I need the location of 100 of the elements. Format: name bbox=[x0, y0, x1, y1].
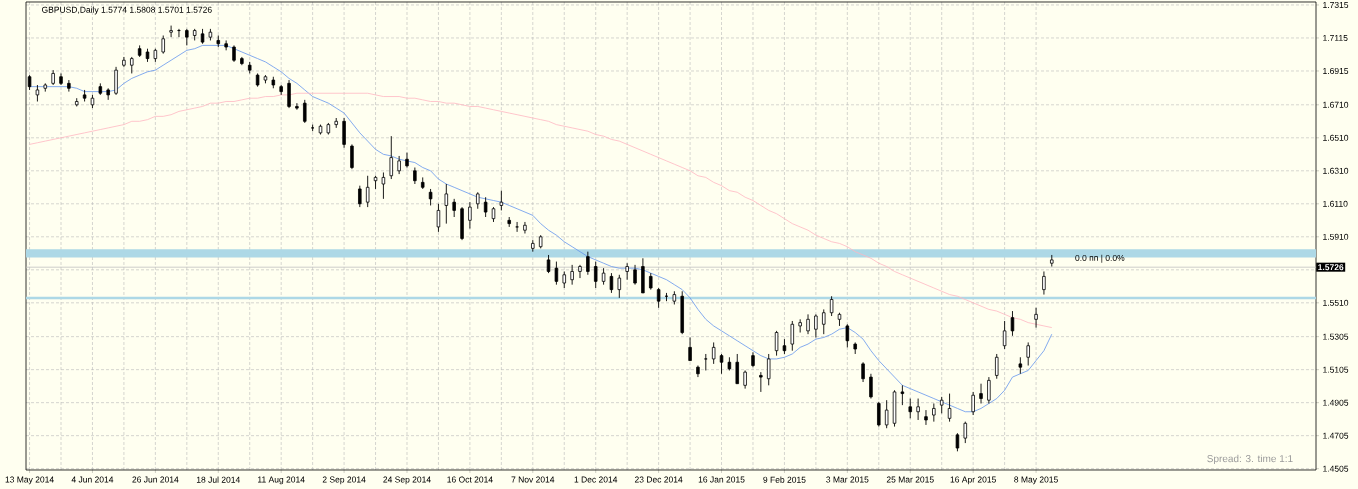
candlestick bbox=[546, 254, 551, 274]
candlestick bbox=[365, 175, 370, 208]
x-tick-label: 25 Mar 2015 bbox=[886, 476, 934, 483]
x-tick-label: 3 Mar 2015 bbox=[826, 476, 869, 483]
candlestick bbox=[483, 196, 488, 218]
candlestick bbox=[869, 373, 873, 399]
y-tick-label: 1.5510 bbox=[1323, 299, 1349, 306]
candlestick bbox=[759, 371, 763, 393]
candlestick bbox=[900, 384, 905, 406]
candlestick bbox=[971, 391, 975, 416]
candlestick bbox=[743, 370, 747, 390]
candlestick bbox=[916, 398, 920, 421]
candlestick bbox=[444, 183, 449, 225]
y-tick-label: 1.5910 bbox=[1323, 233, 1349, 240]
candlestick bbox=[303, 99, 307, 124]
candlestick bbox=[814, 313, 818, 338]
candlestick bbox=[358, 185, 362, 208]
candlestick bbox=[570, 264, 574, 286]
candlestick bbox=[452, 198, 456, 218]
candlestick bbox=[397, 155, 401, 175]
x-tick-label: 16 Oct 2014 bbox=[447, 476, 493, 483]
y-tick-label: 1.7315 bbox=[1323, 1, 1349, 8]
x-tick-label: 4 Jun 2014 bbox=[71, 476, 114, 483]
candlestick bbox=[381, 172, 386, 200]
candlestick bbox=[554, 261, 559, 286]
y-tick-label: 1.6710 bbox=[1323, 101, 1349, 108]
candlestick bbox=[735, 353, 739, 385]
candlestick bbox=[877, 401, 881, 428]
ref-line-label: 1.5726 bbox=[1318, 264, 1344, 271]
candlestick bbox=[1042, 271, 1046, 296]
candlestick bbox=[224, 39, 228, 51]
x-tick-label: 9 Feb 2015 bbox=[763, 476, 806, 483]
candlestick bbox=[295, 102, 299, 111]
y-tick-label: 1.5305 bbox=[1323, 333, 1349, 340]
x-tick-label: 16 Apr 2015 bbox=[950, 476, 996, 485]
x-tick-label: 18 Jul 2014 bbox=[196, 476, 240, 483]
candlestick bbox=[884, 399, 889, 429]
chart-title: GBPUSD,Daily 1.5774 1.5808 1.5701 1.5726 bbox=[41, 6, 212, 15]
x-tick-label: 23 Dec 2014 bbox=[634, 476, 683, 483]
x-tick-label: 8 May 2015 bbox=[1014, 476, 1058, 485]
candlestick bbox=[845, 323, 850, 348]
x-tick-label: 2 Sep 2014 bbox=[322, 476, 366, 485]
candlestick bbox=[719, 353, 724, 375]
candlestick bbox=[633, 264, 637, 286]
candlestick bbox=[688, 337, 692, 362]
x-tick-label: 1 Dec 2014 bbox=[574, 476, 618, 483]
candlestick bbox=[617, 274, 622, 299]
candlestick bbox=[405, 152, 409, 168]
candlestick bbox=[1010, 310, 1015, 337]
y-tick-label: 1.6310 bbox=[1323, 167, 1349, 174]
candlestick bbox=[350, 143, 354, 170]
candlestick bbox=[861, 361, 865, 383]
candlestick bbox=[774, 330, 779, 357]
candlestick bbox=[947, 393, 952, 423]
y-tick-label: 1.4705 bbox=[1323, 432, 1349, 439]
candlestick bbox=[963, 421, 968, 444]
candlestick bbox=[114, 66, 118, 96]
candlestick bbox=[955, 432, 960, 452]
candlestick bbox=[979, 383, 983, 404]
candlestick bbox=[593, 261, 598, 289]
candlestick bbox=[578, 264, 582, 279]
candlestick bbox=[822, 308, 826, 335]
y-tick-label: 1.6110 bbox=[1323, 200, 1348, 207]
candlestick bbox=[806, 313, 810, 335]
candlestick bbox=[609, 272, 614, 294]
candlestick bbox=[67, 79, 71, 93]
text: Spread: 3. time 1:1 bbox=[1207, 454, 1293, 465]
candlestick bbox=[1026, 341, 1030, 366]
candlestick bbox=[924, 409, 928, 426]
candlestick bbox=[161, 35, 165, 55]
candlestick bbox=[704, 353, 708, 371]
candlestick bbox=[932, 403, 936, 423]
y-tick-label: 1.4905 bbox=[1323, 399, 1349, 406]
candlestick bbox=[389, 135, 394, 180]
candlestick bbox=[342, 117, 346, 149]
text: 0.0 пп | 0.0% bbox=[1075, 254, 1125, 263]
x-tick-label: 11 Aug 2014 bbox=[258, 476, 305, 485]
y-tick-label: 1.7115 bbox=[1323, 35, 1348, 41]
candlestick bbox=[468, 201, 472, 230]
candlestick bbox=[436, 203, 441, 233]
candlestick bbox=[908, 398, 912, 419]
x-tick-label: 7 Nov 2014 bbox=[511, 476, 555, 483]
candlestick bbox=[766, 353, 771, 386]
y-tick-label: 1.6510 bbox=[1323, 134, 1349, 141]
x-tick-label: 13 May 2014 bbox=[5, 476, 54, 485]
candlestick bbox=[515, 221, 519, 233]
x-tick-label: 24 Sep 2014 bbox=[383, 476, 431, 485]
candlestick bbox=[790, 320, 795, 352]
candlestick bbox=[1034, 307, 1038, 329]
candlestick bbox=[169, 25, 173, 38]
x-tick-label: 16 Jan 2015 bbox=[698, 476, 745, 483]
candlestick bbox=[995, 353, 999, 380]
candlestick bbox=[499, 190, 504, 211]
y-tick-label: 1.5105 bbox=[1323, 366, 1349, 373]
y-tick-label: 1.6915 bbox=[1323, 67, 1349, 74]
y-tick-label: 1.4505 bbox=[1323, 465, 1349, 472]
candlestick bbox=[523, 221, 527, 234]
candlestick bbox=[711, 341, 716, 365]
candlestick bbox=[586, 251, 590, 276]
candlestick bbox=[1002, 320, 1007, 350]
